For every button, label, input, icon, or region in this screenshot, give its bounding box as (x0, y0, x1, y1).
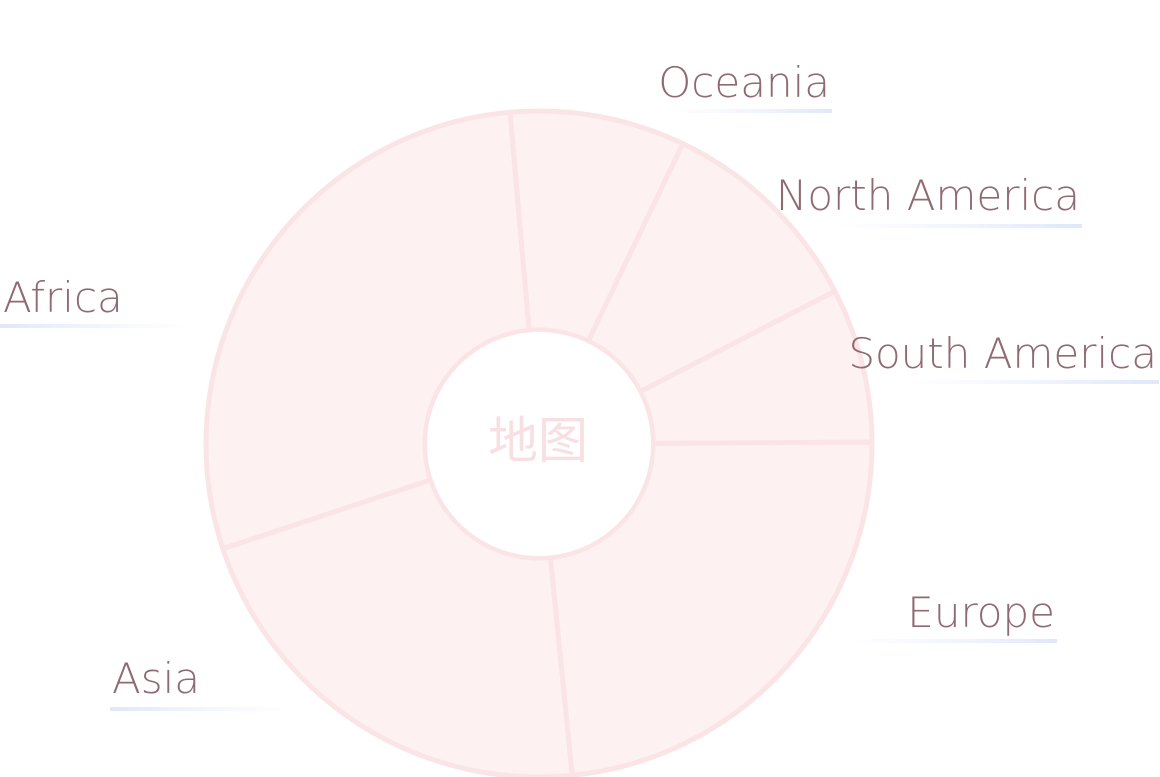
slice-label-south-america: South America (848, 329, 1157, 378)
labels-group: Oceania North America South America Europe A… (0, 58, 1159, 711)
label-underline (0, 324, 190, 328)
slices-group (203, 108, 875, 777)
label-underline (832, 224, 1082, 228)
slice-asia (219, 476, 575, 777)
slice-europe (547, 439, 875, 777)
slice-label-europe: Europe (907, 588, 1055, 637)
label-underline (110, 707, 290, 711)
label-underline (672, 109, 832, 113)
slice-africa (203, 109, 532, 552)
slice-label-asia: Asia (112, 654, 200, 703)
slice-label-africa: Africa (3, 273, 123, 322)
label-underline (850, 639, 1057, 643)
label-underline (904, 380, 1159, 384)
donut-hole (427, 332, 651, 556)
slice-label-north-america: North America (776, 171, 1080, 220)
slice-north-america (584, 140, 839, 396)
slice-oceania (507, 108, 687, 345)
slice-label-oceania: Oceania (658, 58, 830, 107)
center-label: 地图 (488, 412, 588, 470)
